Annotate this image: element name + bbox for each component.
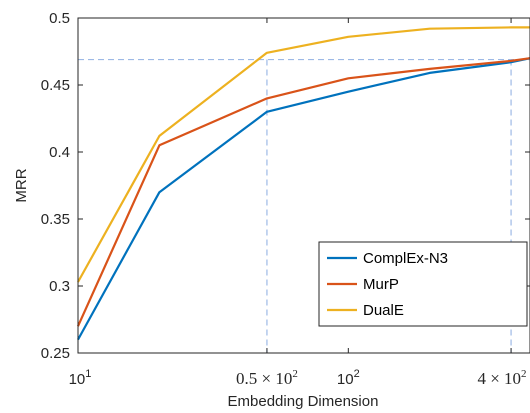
y-tick-label: 0.3 [49, 278, 70, 295]
legend-label: DualE [363, 302, 404, 319]
y-tick-label: 0.35 [41, 211, 70, 228]
legend-label: ComplEx-N3 [363, 250, 448, 267]
y-tick-label: 0.4 [49, 144, 70, 161]
legend-box [318, 241, 528, 327]
legend-label: MurP [363, 276, 399, 293]
x-axis-ticks: 101 0.5 × 102 102 4 × 102 [69, 18, 527, 388]
x-tick-label: 101 [69, 368, 92, 388]
series-line-complex-n3 [77, 57, 530, 341]
x-tick-label: 102 [337, 368, 360, 388]
series-line-murp [76, 57, 530, 327]
x-tick-label: 4 × 102 [477, 368, 526, 388]
y-tick-label: 0.25 [41, 345, 70, 362]
legend: ComplEx-N3 MurP DualE [318, 241, 528, 327]
series-lines [76, 26, 530, 341]
y-tick-label: 0.45 [41, 77, 70, 94]
x-axis-label: Embedding Dimension [228, 393, 379, 410]
series-line-duale [77, 26, 530, 283]
y-axis-ticks: 0.25 0.3 0.35 0.4 0.45 0.5 [41, 10, 530, 362]
y-axis-label: MRR [13, 168, 30, 202]
y-tick-label: 0.5 [49, 10, 70, 27]
plot-frame [77, 17, 530, 354]
x-tick-label: 0.5 × 102 [236, 368, 298, 388]
